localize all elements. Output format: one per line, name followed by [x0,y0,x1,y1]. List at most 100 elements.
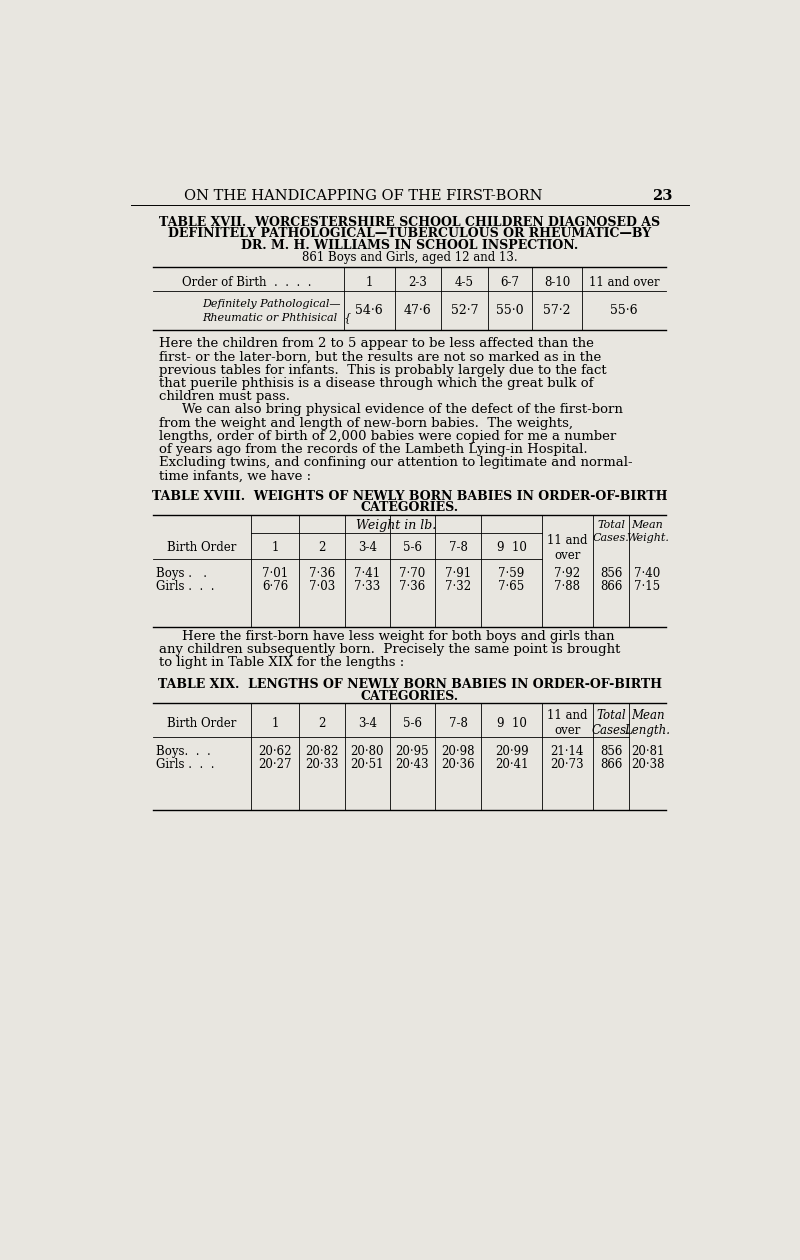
Text: Here the children from 2 to 5 appear to be less affected than the: Here the children from 2 to 5 appear to … [159,338,594,350]
Text: 7·92: 7·92 [554,567,580,580]
Text: 866: 866 [600,580,622,592]
Text: 6·76: 6·76 [262,580,288,592]
Text: lengths, order of birth of 2,000 babies were copied for me a number: lengths, order of birth of 2,000 babies … [159,430,616,444]
Text: Birth Order: Birth Order [167,542,237,554]
Text: 856: 856 [600,746,622,759]
Text: 20·51: 20·51 [350,757,384,771]
Text: TABLE XVII.  WORCESTERSHIRE SCHOOL CHILDREN DIAGNOSED AS: TABLE XVII. WORCESTERSHIRE SCHOOL CHILDR… [159,215,661,228]
Text: 2: 2 [318,542,326,554]
Text: Girls .  .  .: Girls . . . [156,757,214,771]
Text: TABLE XIX.  LENGTHS OF NEWLY BORN BABIES IN ORDER-OF-BIRTH: TABLE XIX. LENGTHS OF NEWLY BORN BABIES … [158,678,662,692]
Text: previous tables for infants.  This is probably largely due to the fact: previous tables for infants. This is pro… [159,364,606,377]
Text: Excluding twins, and confining our attention to legitimate and normal-: Excluding twins, and confining our atten… [159,456,633,470]
Text: TABLE XVIII.  WEIGHTS OF NEWLY BORN BABIES IN ORDER-OF-BIRTH: TABLE XVIII. WEIGHTS OF NEWLY BORN BABIE… [152,490,668,503]
Text: 55·6: 55·6 [610,304,638,318]
Text: 7·15: 7·15 [634,580,661,592]
Text: 52·7: 52·7 [450,304,478,318]
Text: 2: 2 [318,717,326,730]
Text: 7·65: 7·65 [498,580,525,592]
Text: 9  10: 9 10 [497,717,526,730]
Text: 7·41: 7·41 [354,567,381,580]
Text: 5-6: 5-6 [403,542,422,554]
Text: 7·03: 7·03 [309,580,335,592]
Text: CATEGORIES.: CATEGORIES. [361,690,459,703]
Text: 7·70: 7·70 [399,567,426,580]
Text: 20·27: 20·27 [258,757,292,771]
Text: 856: 856 [600,567,622,580]
Text: 20·41: 20·41 [494,757,528,771]
Text: 55·0: 55·0 [496,304,524,318]
Text: 20·99: 20·99 [494,746,528,759]
Text: any children subsequently born.  Precisely the same point is brought: any children subsequently born. Precisel… [159,643,620,656]
Text: 20·73: 20·73 [550,757,584,771]
Text: Order of Birth  .  .  .  .: Order of Birth . . . . [182,276,312,289]
Text: 1: 1 [271,717,279,730]
Text: 7-8: 7-8 [449,542,467,554]
Text: from the weight and length of new-born babies.  The weights,: from the weight and length of new-born b… [159,417,573,430]
Text: 20·33: 20·33 [306,757,339,771]
Text: 11 and
over: 11 and over [547,534,587,562]
Text: 4-5: 4-5 [454,276,474,289]
Text: 20·38: 20·38 [630,757,664,771]
Text: 861 Boys and Girls, aged 12 and 13.: 861 Boys and Girls, aged 12 and 13. [302,251,518,263]
Text: 57·2: 57·2 [543,304,571,318]
Text: 20·82: 20·82 [306,746,338,759]
Text: 2-3: 2-3 [408,276,427,289]
Text: 1: 1 [366,276,373,289]
Text: 9  10: 9 10 [497,542,526,554]
Text: 20·62: 20·62 [258,746,292,759]
Text: children must pass.: children must pass. [159,391,290,403]
Text: 7·40: 7·40 [634,567,661,580]
Text: 11 and over: 11 and over [589,276,659,289]
Text: 3-4: 3-4 [358,717,377,730]
Text: 7·36: 7·36 [309,567,335,580]
Text: first- or the later-born, but the results are not so marked as in the: first- or the later-born, but the result… [159,350,601,363]
Text: 7·32: 7·32 [445,580,471,592]
Text: 3-4: 3-4 [358,542,377,554]
Text: Total
Cases.: Total Cases. [593,520,630,543]
Text: 7·91: 7·91 [445,567,471,580]
Text: Mean
Weight.: Mean Weight. [626,520,669,543]
Text: Boys.  .  .: Boys. . . [156,746,210,759]
Text: DEFINITELY PATHOLOGICAL—TUBERCULOUS OR RHEUMATIC—BY: DEFINITELY PATHOLOGICAL—TUBERCULOUS OR R… [168,227,652,241]
Text: 7·33: 7·33 [354,580,381,592]
Text: Weight in lb.: Weight in lb. [356,519,437,532]
Text: 5-6: 5-6 [403,717,422,730]
Text: We can also bring physical evidence of the defect of the first-born: We can also bring physical evidence of t… [182,403,623,416]
Text: 8-10: 8-10 [544,276,570,289]
Text: CATEGORIES.: CATEGORIES. [361,501,459,514]
Text: 7·59: 7·59 [498,567,525,580]
Text: 23: 23 [653,189,673,203]
Text: 20·36: 20·36 [442,757,475,771]
Text: Girls .  .  .: Girls . . . [156,580,214,592]
Text: Definitely Pathological—: Definitely Pathological— [202,300,341,310]
Text: that puerile phthisis is a disease through which the great bulk of: that puerile phthisis is a disease throu… [159,377,594,389]
Text: 6-7: 6-7 [501,276,519,289]
Text: Rheumatic or Phthisical  {: Rheumatic or Phthisical { [202,312,351,323]
Text: 7·36: 7·36 [399,580,426,592]
Text: 1: 1 [271,542,279,554]
Text: time infants, we have :: time infants, we have : [159,470,311,483]
Text: Here the first-born have less weight for both boys and girls than: Here the first-born have less weight for… [182,630,614,643]
Text: 7·01: 7·01 [262,567,288,580]
Text: Boys .   .: Boys . . [156,567,206,580]
Text: 20·95: 20·95 [395,746,429,759]
Text: ON THE HANDICAPPING OF THE FIRST-BORN: ON THE HANDICAPPING OF THE FIRST-BORN [184,189,542,203]
Text: 21·14: 21·14 [550,746,584,759]
Text: to light in Table XIX for the lengths :: to light in Table XIX for the lengths : [159,656,404,669]
Text: 47·6: 47·6 [404,304,432,318]
Text: Birth Order: Birth Order [167,717,237,730]
Text: Total
Cases.: Total Cases. [592,709,630,737]
Text: 11 and
over: 11 and over [547,709,587,737]
Text: 54·6: 54·6 [355,304,383,318]
Text: 20·98: 20·98 [442,746,475,759]
Text: 7·88: 7·88 [554,580,580,592]
Text: DR. M. H. WILLIAMS IN SCHOOL INSPECTION.: DR. M. H. WILLIAMS IN SCHOOL INSPECTION. [242,238,578,252]
Text: 20·80: 20·80 [350,746,384,759]
Text: Mean
Length.: Mean Length. [625,709,670,737]
Text: of years ago from the records of the Lambeth Lying-in Hospital.: of years ago from the records of the Lam… [159,444,587,456]
Text: 866: 866 [600,757,622,771]
Text: 20·43: 20·43 [395,757,429,771]
Text: 20·81: 20·81 [631,746,664,759]
Text: 7-8: 7-8 [449,717,467,730]
